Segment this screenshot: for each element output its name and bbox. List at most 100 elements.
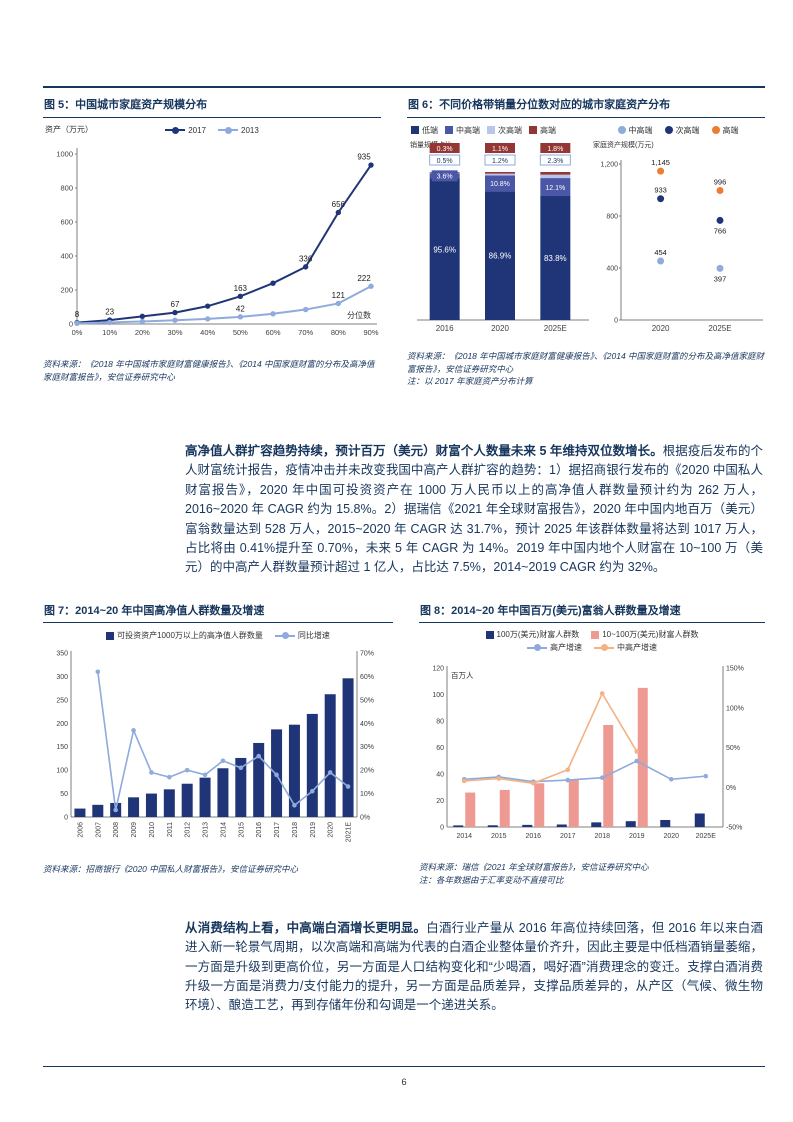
legend-label: 中高端 — [456, 125, 480, 135]
svg-text:23: 23 — [105, 307, 114, 316]
svg-text:2013: 2013 — [203, 822, 210, 838]
svg-text:20%: 20% — [135, 328, 150, 337]
svg-text:2006: 2006 — [77, 822, 84, 838]
figure-5-title: 图 5：中国城市家庭资产规模分布 — [43, 96, 381, 118]
svg-text:2025E: 2025E — [708, 324, 731, 333]
legend-label: 100万(美元)财富人群数 — [496, 630, 580, 640]
legend-label: 中高端 — [628, 125, 653, 135]
figure-5-legend: 2017 2013 — [43, 123, 381, 138]
svg-text:1,145: 1,145 — [651, 158, 670, 167]
svg-text:83.8%: 83.8% — [544, 254, 567, 263]
svg-text:400: 400 — [606, 265, 618, 272]
legend-label: 高端 — [540, 125, 556, 135]
svg-text:2020: 2020 — [652, 324, 670, 333]
svg-text:50%: 50% — [233, 328, 248, 337]
legend-item-midhigh-growth: 中高产增速 — [594, 642, 657, 653]
svg-text:20%: 20% — [360, 768, 374, 775]
svg-text:0%: 0% — [726, 785, 736, 792]
svg-text:0: 0 — [64, 815, 68, 822]
figure-row-1: 图 5：中国城市家庭资产规模分布 资产（万元） 2017 2013 0 200 40… — [43, 96, 765, 388]
svg-text:2025E: 2025E — [696, 833, 717, 840]
svg-text:2018: 2018 — [292, 822, 299, 838]
legend-item-hnwi-count: 可投资资产1000万以上的高净值人群数量 — [106, 630, 263, 641]
figure-6-bar-legend: 低端 中高端 次高端 高端 — [407, 123, 591, 138]
svg-text:996: 996 — [714, 177, 727, 186]
svg-text:1.1%: 1.1% — [492, 146, 508, 153]
svg-text:600: 600 — [60, 217, 73, 226]
svg-text:656: 656 — [332, 200, 346, 209]
svg-text:0: 0 — [614, 317, 618, 324]
svg-text:100: 100 — [432, 692, 444, 699]
legend-label: 中高产增速 — [617, 643, 657, 653]
svg-text:250: 250 — [56, 698, 68, 705]
figure-8-source: 资料来源：瑞信《2021 年全球财富报告》，安信证券研究中心 注：各年数据由于汇… — [419, 861, 765, 887]
svg-text:10%: 10% — [360, 791, 374, 798]
svg-text:800: 800 — [60, 183, 73, 192]
svg-text:121: 121 — [332, 291, 346, 300]
svg-text:2007: 2007 — [95, 822, 102, 838]
svg-text:100%: 100% — [726, 706, 744, 713]
legend-label: 次高端 — [675, 125, 700, 135]
svg-text:20: 20 — [436, 798, 444, 805]
svg-text:2019: 2019 — [629, 833, 645, 840]
line-swatch-icon — [218, 126, 238, 134]
paragraph-baijiu-consumption: 从消费结构上看，中高端白酒增长更明显。白酒行业产量从 2016 年高位持续回落，… — [185, 919, 763, 1016]
legend-item-low: 低端 — [411, 125, 438, 136]
svg-text:2008: 2008 — [113, 822, 120, 838]
svg-text:30%: 30% — [360, 745, 374, 752]
svg-text:1000: 1000 — [56, 149, 73, 158]
square-swatch-icon — [529, 126, 537, 135]
svg-text:2020: 2020 — [491, 324, 509, 333]
legend-item-subhigh: 次高端 — [487, 125, 522, 136]
svg-text:70%: 70% — [298, 328, 313, 337]
figure-5: 图 5：中国城市家庭资产规模分布 资产（万元） 2017 2013 0 200 40… — [43, 96, 381, 383]
svg-text:60%: 60% — [265, 328, 280, 337]
square-swatch-icon — [591, 630, 600, 639]
svg-text:2015: 2015 — [491, 833, 507, 840]
legend-label: 可投资资产1000万以上的高净值人群数量 — [117, 631, 263, 641]
svg-text:2015: 2015 — [238, 822, 245, 838]
legend-item-2013: 2013 — [218, 126, 259, 135]
svg-text:1.2%: 1.2% — [492, 158, 508, 165]
svg-text:86.9%: 86.9% — [489, 251, 512, 260]
legend-item-high-dot: 高端 — [711, 125, 739, 136]
svg-text:400: 400 — [60, 251, 73, 260]
paragraph-1-lead: 高净值人群扩容趋势持续，预计百万（美元）财富个人数量未来 5 年维持双位数增长。 — [185, 444, 663, 458]
figure-6-scatter-chart: 家庭资产规模(万元) 0 400 800 1,200 2020 2025E 454 397 933… — [593, 140, 763, 333]
svg-text:1.8%: 1.8% — [547, 146, 563, 153]
square-swatch-icon — [445, 126, 453, 135]
svg-text:60%: 60% — [360, 674, 374, 681]
figure-5-source: 资料来源：《2018 年中国城市家庭财富健康报告》、《2014 中国家庭财富的分… — [43, 358, 375, 382]
svg-text:0%: 0% — [360, 815, 370, 822]
legend-item-midhigh: 中高端 — [445, 125, 480, 136]
svg-text:10%: 10% — [102, 328, 117, 337]
dot-swatch-icon — [711, 126, 720, 135]
line-swatch-icon — [527, 644, 547, 652]
figure-5-chart: 0 200 400 600 800 1000 0% 10% 20% 30% 40% 50% 60% 70%… — [56, 147, 379, 337]
footer-rule — [43, 1065, 765, 1067]
svg-text:2014: 2014 — [456, 833, 472, 840]
figure-6-bar-chart: 销量规模占比95.6%3.6%0.5%0.3%201686.9%10.8%1.2… — [410, 140, 589, 333]
figure-6-title: 图 6：不同价格带销量分位数对应的城市家庭资产分布 — [407, 96, 765, 118]
figure-8-chart: 0 20 40 60 80 100 120 -50% 0% 50% 100% 150% 百万人 2014 2… — [432, 666, 744, 841]
svg-text:12.1%: 12.1% — [545, 185, 565, 192]
svg-text:3.6%: 3.6% — [437, 173, 453, 180]
svg-text:2016: 2016 — [525, 833, 541, 840]
figure-7-legend: 可投资资产1000万以上的高净值人群数量 同比增速 — [43, 628, 393, 643]
line-swatch-icon — [165, 126, 186, 134]
svg-text:50%: 50% — [726, 745, 740, 752]
svg-text:2.3%: 2.3% — [547, 158, 563, 165]
dot-swatch-icon — [617, 126, 626, 135]
svg-text:150%: 150% — [726, 666, 744, 673]
paragraph-2-body: 白酒行业产量从 2016 年高位持续回落，但 2016 年以来白酒进入新一轮景气… — [185, 920, 763, 1013]
svg-text:933: 933 — [654, 185, 667, 194]
svg-text:60: 60 — [436, 745, 444, 752]
legend-label: 2013 — [241, 125, 259, 135]
svg-text:0: 0 — [69, 319, 73, 328]
figure-6-scatter-panel: 中高端 次高端 高端 家庭资产规模(万元) 0 400 800 1,200 2020 202… — [591, 123, 765, 347]
svg-text:80%: 80% — [331, 328, 346, 337]
svg-text:50: 50 — [60, 791, 68, 798]
svg-text:10.8%: 10.8% — [490, 181, 510, 188]
svg-text:40%: 40% — [360, 721, 374, 728]
legend-label: 次高端 — [498, 125, 522, 135]
